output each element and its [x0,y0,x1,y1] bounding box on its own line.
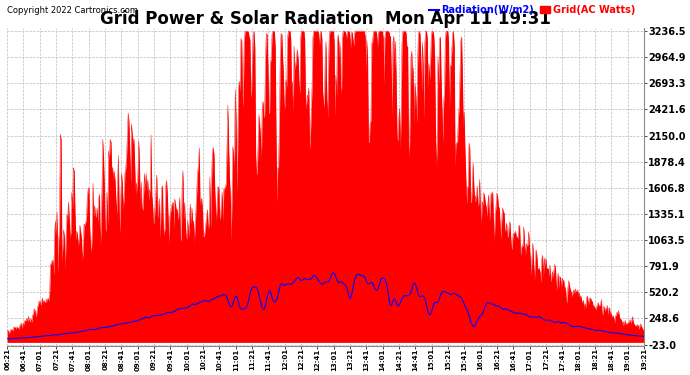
Title: Grid Power & Solar Radiation  Mon Apr 11 19:31: Grid Power & Solar Radiation Mon Apr 11 … [100,10,551,28]
Legend: Radiation(W/m2), Grid(AC Watts): Radiation(W/m2), Grid(AC Watts) [425,1,639,19]
Text: Copyright 2022 Cartronics.com: Copyright 2022 Cartronics.com [7,6,138,15]
